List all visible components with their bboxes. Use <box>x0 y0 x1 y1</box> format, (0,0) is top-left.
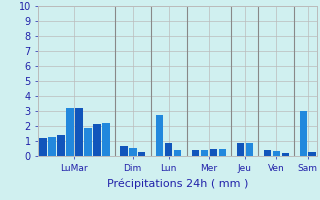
Bar <box>300 111 307 156</box>
Bar <box>264 150 271 156</box>
Bar <box>174 150 181 156</box>
Bar <box>102 123 109 156</box>
Bar <box>165 142 172 156</box>
Bar <box>156 115 164 156</box>
Bar <box>66 108 74 156</box>
Bar <box>138 152 146 156</box>
Bar <box>210 148 217 156</box>
Bar <box>246 142 253 156</box>
Bar <box>57 135 65 156</box>
Bar <box>282 153 289 156</box>
Bar <box>308 152 316 156</box>
Bar <box>48 137 56 156</box>
Bar <box>75 108 83 156</box>
Bar <box>120 146 128 156</box>
X-axis label: Précipitations 24h ( mm ): Précipitations 24h ( mm ) <box>107 178 248 189</box>
Bar <box>39 138 47 156</box>
Bar <box>273 151 280 156</box>
Bar <box>237 143 244 156</box>
Bar <box>219 148 226 156</box>
Bar <box>192 150 199 156</box>
Bar <box>201 150 208 156</box>
Bar <box>129 148 137 156</box>
Bar <box>93 124 100 156</box>
Bar <box>84 128 92 156</box>
